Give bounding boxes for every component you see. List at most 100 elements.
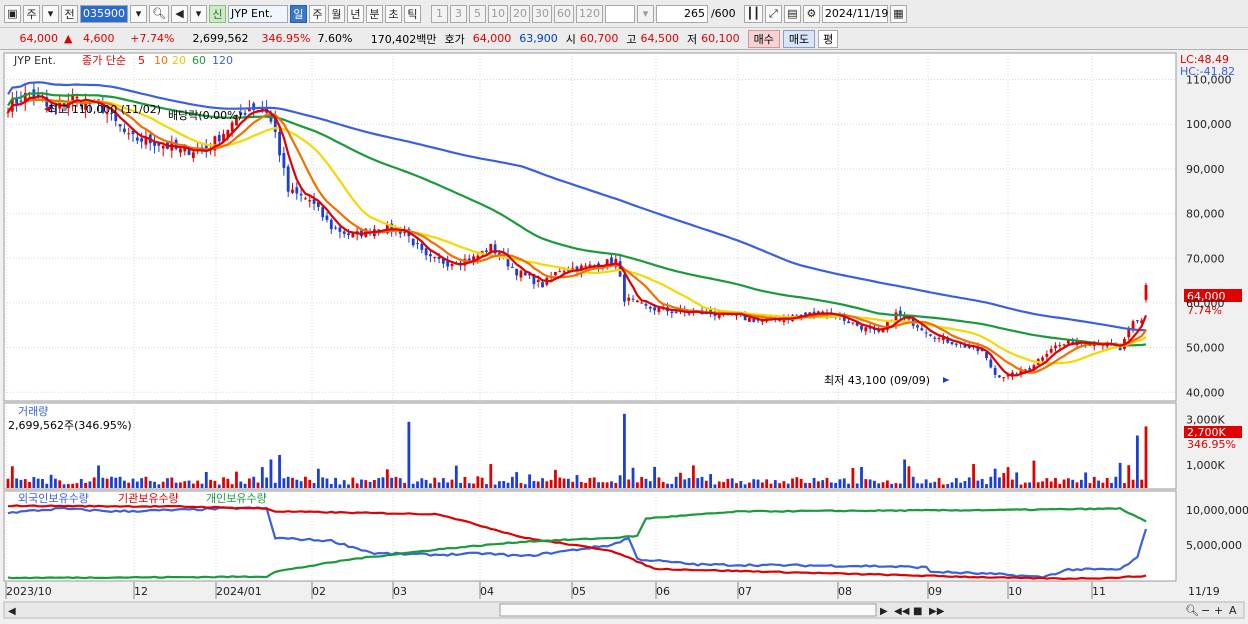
- volume-pane[interactable]: [3, 402, 1177, 490]
- candle-body: [122, 128, 126, 132]
- volume-bar: [1015, 472, 1019, 488]
- volume-bar: [334, 477, 338, 488]
- candle-body: [437, 256, 441, 259]
- bid-price: 63,900: [519, 32, 558, 45]
- candle-type-icon[interactable]: ┃┃: [743, 4, 763, 23]
- volume-bar: [385, 469, 389, 488]
- buy-button[interactable]: 매수: [747, 29, 780, 48]
- chart-area[interactable]: JYP Ent. 종가 단순 5 10 20 60 120 LC:48.49 H…: [0, 51, 1248, 621]
- interval-20[interactable]: 20: [509, 4, 530, 23]
- gear-icon[interactable]: ⚙: [802, 4, 820, 23]
- volume-bar: [312, 483, 316, 488]
- interval-3[interactable]: 3: [449, 4, 467, 23]
- volume-bar: [252, 476, 256, 488]
- foreign-legend: 외국인보유수량: [18, 492, 89, 505]
- interval-custom-input[interactable]: [604, 4, 635, 23]
- volume-bar: [907, 466, 911, 488]
- interval-5[interactable]: 5: [468, 4, 486, 23]
- volume-bar: [10, 466, 14, 488]
- volume-bar: [691, 465, 695, 488]
- candle-body: [1054, 345, 1057, 349]
- scale-icon[interactable]: ⤢: [764, 4, 782, 23]
- zoom-icon[interactable]: 🔍︎: [1185, 604, 1199, 617]
- volume-bar: [898, 483, 902, 488]
- stock-chart-svg[interactable]: JYP Ent. 종가 단순 5 10 20 60 120 LC:48.49 H…: [0, 51, 1248, 621]
- date-input[interactable]: 2024/11/19: [821, 4, 888, 23]
- layout-icon[interactable]: ▣: [4, 4, 21, 23]
- volume-bar: [640, 477, 644, 488]
- stop-icon[interactable]: ■: [913, 606, 922, 617]
- interval-10[interactable]: 10: [487, 4, 508, 23]
- scroll-left-icon[interactable]: ◀: [8, 606, 16, 617]
- save-icon[interactable]: ▤: [783, 4, 801, 23]
- average-button[interactable]: 평: [818, 29, 839, 48]
- candle-body: [480, 251, 484, 254]
- interval-dropdown-icon[interactable]: ▾: [636, 4, 654, 23]
- holdings-pane[interactable]: [3, 490, 1177, 582]
- interval-30[interactable]: 30: [531, 4, 552, 23]
- volume-bar: [217, 484, 221, 488]
- market-dropdown-icon[interactable]: ▾: [42, 4, 59, 23]
- forward-icon[interactable]: ▶▶: [929, 606, 945, 617]
- period-day-tab[interactable]: 일: [289, 4, 307, 23]
- volume-bar: [256, 482, 260, 488]
- volume-bar: [84, 482, 87, 488]
- volume-bar: [1023, 482, 1027, 488]
- interval-60[interactable]: 60: [553, 4, 574, 23]
- zoom-out-icon[interactable]: −: [1201, 604, 1210, 617]
- volume-bar: [700, 476, 704, 488]
- volume-bar: [1019, 484, 1023, 488]
- volume-bar: [191, 483, 195, 488]
- speaker-dropdown-icon[interactable]: ▾: [189, 4, 207, 23]
- volume-bar: [1045, 478, 1049, 488]
- last-pct-tag: 7.74%: [1187, 304, 1222, 317]
- volume-bar: [398, 478, 402, 488]
- volume-bar: [454, 465, 458, 488]
- candle-body: [191, 152, 195, 158]
- period-tick-tab[interactable]: 틱: [403, 4, 421, 23]
- volume-bar: [239, 481, 243, 488]
- stock-code-input[interactable]: 035900: [80, 4, 128, 23]
- calendar-icon[interactable]: ▦: [889, 4, 907, 23]
- code-dropdown-icon[interactable]: ▾: [130, 4, 147, 23]
- sell-button[interactable]: 매도: [782, 29, 816, 48]
- count-input[interactable]: 265: [655, 4, 708, 23]
- candle-body: [187, 148, 191, 155]
- period-month-tab[interactable]: 월: [327, 4, 345, 23]
- volume-bar: [614, 482, 618, 488]
- volume-bar: [558, 477, 562, 488]
- volume-bar: [554, 469, 557, 488]
- scroll-thumb[interactable]: [499, 603, 877, 617]
- period-year-tab[interactable]: 년: [346, 4, 364, 23]
- volume-bar: [153, 481, 156, 488]
- market-select[interactable]: 주: [23, 4, 40, 23]
- candle-body: [954, 343, 958, 345]
- candle-body: [1019, 369, 1023, 374]
- search-icon[interactable]: 🔍︎: [149, 4, 169, 23]
- period-week-tab[interactable]: 주: [308, 4, 326, 23]
- candle-body: [1067, 340, 1070, 344]
- zoom-in-icon[interactable]: +: [1214, 604, 1223, 617]
- rewind-icon[interactable]: ◀◀: [894, 606, 910, 617]
- font-size-icon[interactable]: A: [1229, 604, 1237, 617]
- volume-bar: [377, 478, 381, 488]
- interval-120[interactable]: 120: [575, 4, 603, 23]
- prev-button[interactable]: 전: [61, 4, 78, 23]
- scroll-right-icon[interactable]: ▶: [880, 606, 888, 617]
- volume-tick-label: 3,000K: [1186, 414, 1225, 427]
- interval-1[interactable]: 1: [430, 4, 448, 23]
- volume-bar: [278, 454, 281, 488]
- candle-body: [976, 346, 980, 352]
- volume-bar: [799, 478, 803, 488]
- period-minute-tab[interactable]: 분: [365, 4, 383, 23]
- current-price: 64,000: [19, 32, 59, 45]
- volume-bar: [41, 478, 44, 488]
- candle-body: [316, 201, 320, 207]
- volume-bar: [592, 477, 596, 488]
- volume-bar: [75, 483, 79, 488]
- price-pane[interactable]: [3, 52, 1177, 402]
- period-second-tab[interactable]: 초: [384, 4, 402, 23]
- candle-body: [778, 320, 781, 322]
- stock-name-field[interactable]: JYP Ent.: [227, 4, 288, 23]
- speaker-icon[interactable]: ◀: [170, 4, 188, 23]
